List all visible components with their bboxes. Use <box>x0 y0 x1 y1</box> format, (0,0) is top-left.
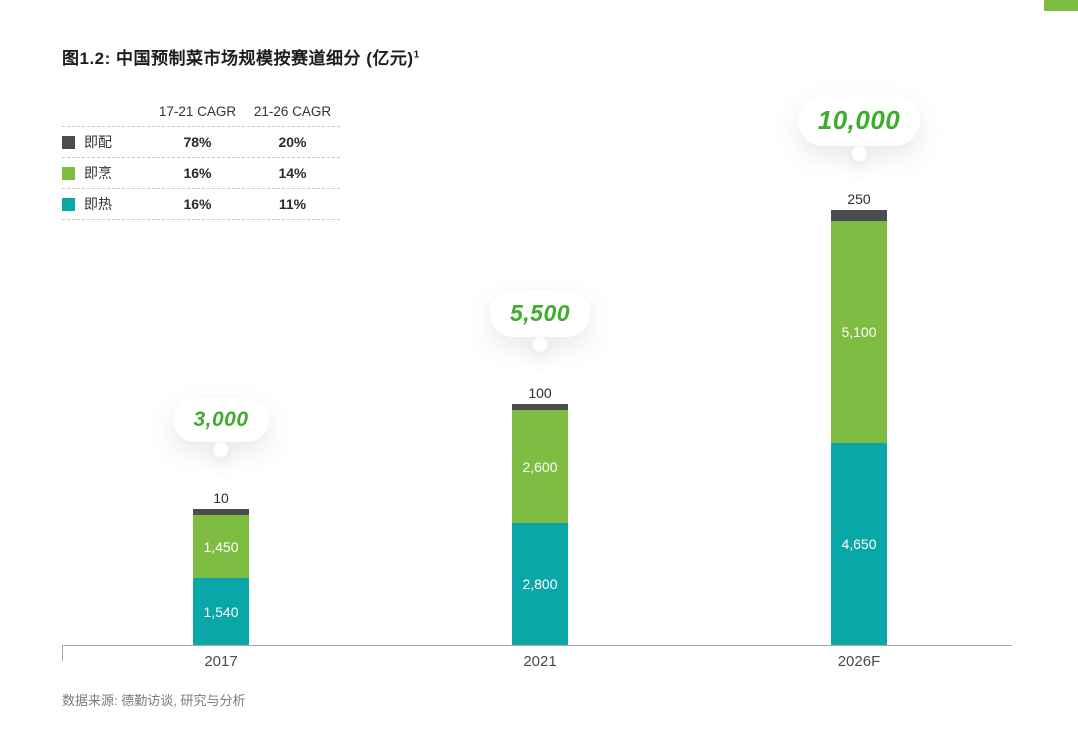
total-bubble: 5,500 <box>489 290 591 337</box>
bar-segment-即配-2026F <box>831 210 887 221</box>
bar-2017: 1,450 1,540 <box>193 509 249 645</box>
chart-title-text: 图1.2: 中国预制菜市场规模按赛道细分 (亿元) <box>62 49 414 68</box>
legend-label: 即烹 <box>84 165 112 181</box>
legend-table: 17-21 CAGR 21-26 CAGR 即配 78% 20% 即烹 16% … <box>62 96 340 220</box>
legend-header-cagr-21-26: 21-26 CAGR <box>253 103 332 119</box>
x-tick-label-2017: 2017 <box>204 653 238 670</box>
x-tick-label-2021: 2021 <box>523 653 557 670</box>
total-callout-2026f: 10,000 <box>779 95 939 146</box>
cap-value-label-2021: 100 <box>528 385 552 401</box>
legend-header-row: 17-21 CAGR 21-26 CAGR <box>62 96 340 127</box>
legend-value-21-26: 11% <box>278 196 307 212</box>
x-axis-line <box>62 645 1012 646</box>
legend-header-cagr-17-21: 17-21 CAGR <box>158 103 237 119</box>
bar-segment-即热-2026F: 4,650 <box>831 443 887 645</box>
cap-value-label-2017: 10 <box>213 490 229 506</box>
chart-title-footnote-marker: 1 <box>413 49 420 61</box>
total-callout-2021: 5,500 <box>460 290 620 337</box>
segment-value-label: 2,800 <box>522 576 558 592</box>
legend-label: 即配 <box>84 134 112 150</box>
legend-name-cell: 即烹 <box>62 163 150 183</box>
segment-value-label: 2,600 <box>522 458 558 475</box>
segment-value-label: 4,650 <box>841 536 877 552</box>
total-callout-2017: 3,000 <box>141 398 301 442</box>
x-tick-label-2026f: 2026F <box>837 653 881 670</box>
legend-value-17-21: 16% <box>183 196 212 212</box>
segment-value-label: 1,450 <box>203 538 239 555</box>
bar-segment-即配-2021 <box>512 404 568 410</box>
bar-segment-即热-2021: 2,800 <box>512 523 568 645</box>
legend-name-cell: 即配 <box>62 132 150 152</box>
chart-title: 图1.2: 中国预制菜市场规模按赛道细分 (亿元)1 <box>62 44 420 69</box>
bar-2026F: 5,100 4,650 <box>831 210 887 645</box>
segment-value-label: 5,100 <box>841 324 877 340</box>
jipeng-swatch-icon <box>62 166 75 180</box>
legend-label: 即热 <box>84 196 112 212</box>
data-source-note: 数据来源: 德勤访谈, 研究与分析 <box>62 693 246 708</box>
legend-value-21-26: 14% <box>278 165 307 181</box>
bar-segment-即烹-2017: 1,450 <box>193 515 249 578</box>
bar-2021: 2,600 2,800 <box>512 404 568 645</box>
bar-segment-即烹-2021: 2,600 <box>512 410 568 523</box>
total-bubble: 10,000 <box>797 95 921 146</box>
legend-row-jire: 即热 16% 11% <box>62 189 340 220</box>
bar-segment-即配-2017 <box>193 509 249 515</box>
legend-value-21-26: 20% <box>278 134 307 150</box>
jire-swatch-icon <box>62 197 75 211</box>
legend-name-cell: 即热 <box>62 194 150 214</box>
legend-value-17-21: 16% <box>183 165 212 181</box>
legend-row-jipei: 即配 78% 20% <box>62 127 340 158</box>
bar-segment-即热-2017: 1,540 <box>193 578 249 645</box>
x-axis-left-tick <box>62 645 63 661</box>
total-bubble: 3,000 <box>173 398 269 442</box>
jipei-swatch-icon <box>62 135 75 149</box>
legend-row-jipeng: 即烹 16% 14% <box>62 158 340 189</box>
segment-value-label: 1,540 <box>203 603 239 620</box>
green-corner-mark <box>1044 0 1078 11</box>
cap-value-label-2026F: 250 <box>847 191 871 207</box>
bar-segment-即烹-2026F: 5,100 <box>831 221 887 443</box>
legend-value-17-21: 78% <box>183 134 212 150</box>
